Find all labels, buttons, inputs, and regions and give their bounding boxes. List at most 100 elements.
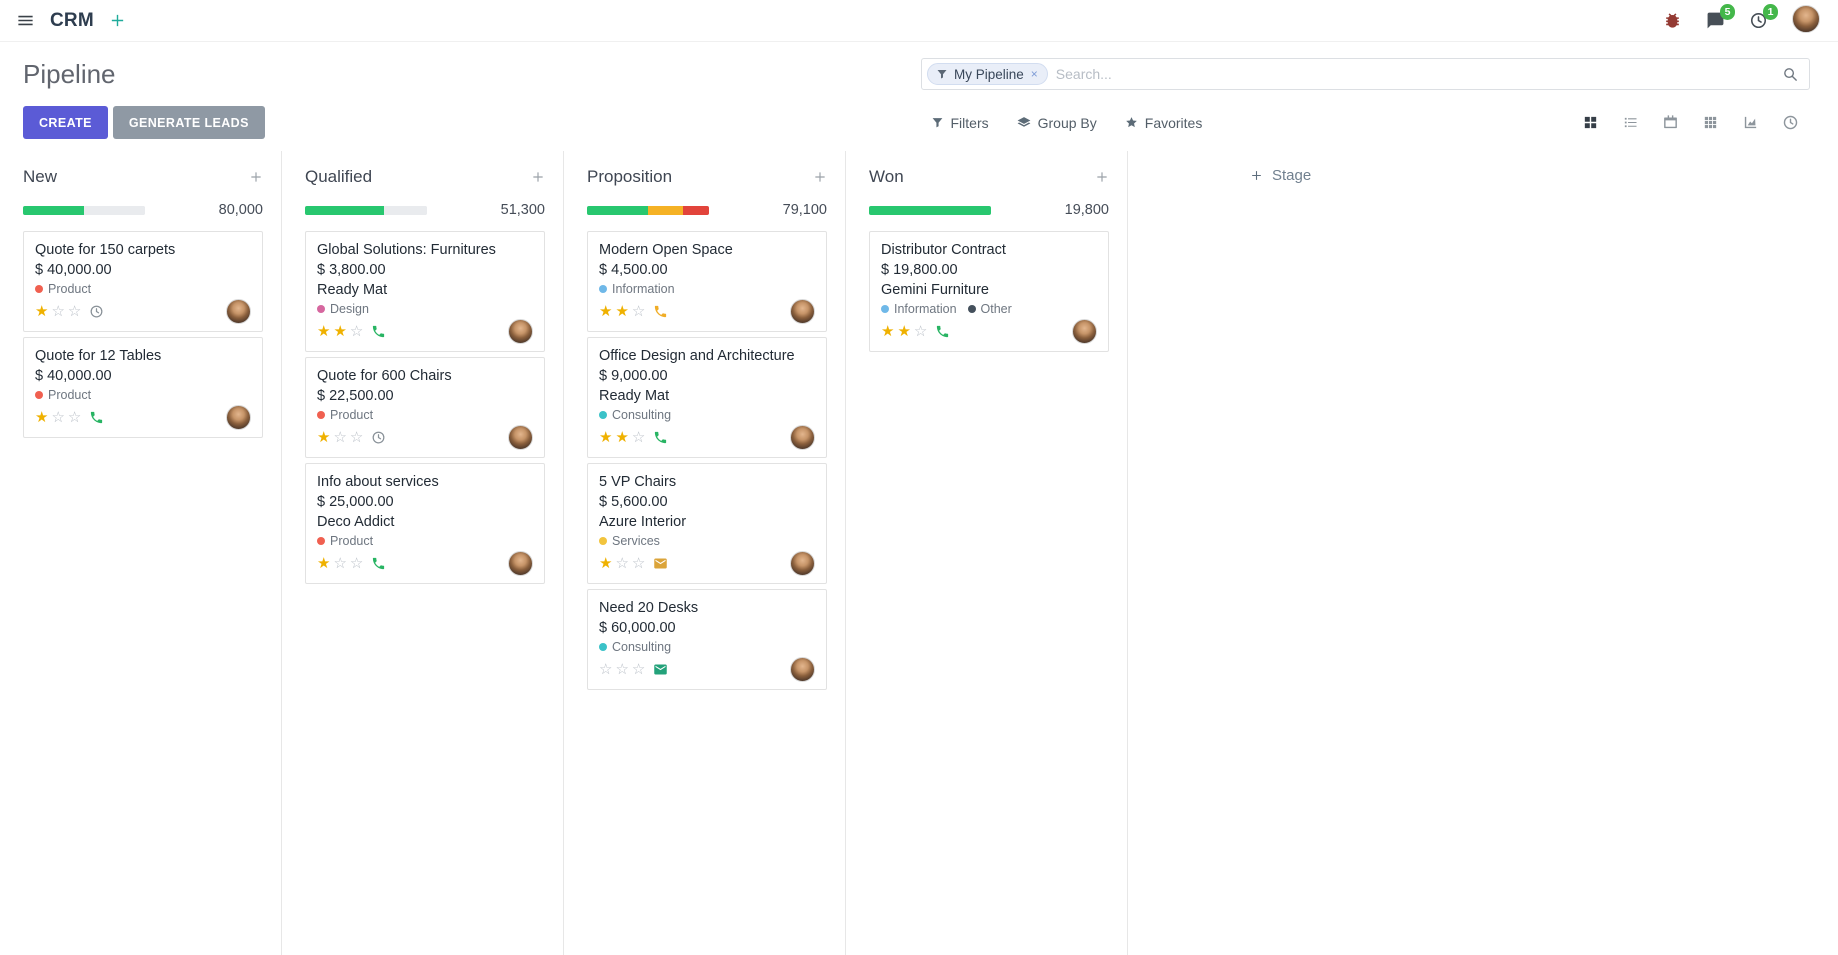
priority-star[interactable]: ★	[897, 322, 911, 340]
view-activity-button[interactable]	[1770, 108, 1810, 138]
plus-icon[interactable]	[109, 12, 126, 29]
priority-star[interactable]: ★	[35, 408, 49, 426]
priority-star[interactable]: ☆	[631, 660, 646, 678]
priority-star[interactable]: ☆	[67, 408, 82, 426]
priority-star[interactable]: ☆	[51, 408, 65, 426]
priority-star[interactable]: ☆	[631, 302, 646, 320]
activity-icon-button[interactable]	[653, 556, 668, 571]
priority-star[interactable]: ☆	[333, 554, 347, 572]
progress-segment[interactable]	[683, 205, 709, 215]
priority-star[interactable]: ☆	[631, 428, 646, 446]
priority-star[interactable]: ★	[881, 322, 895, 340]
activity-icon-button[interactable]	[653, 430, 668, 445]
progress-segment[interactable]	[648, 205, 684, 215]
search-facet[interactable]: My Pipeline ×	[927, 63, 1048, 85]
priority-star[interactable]: ☆	[599, 660, 613, 678]
salesperson-avatar[interactable]	[790, 551, 815, 576]
progress-segment[interactable]	[384, 205, 427, 215]
activity-icon-button[interactable]	[371, 430, 386, 445]
stage-progress-bar[interactable]	[305, 205, 427, 215]
priority-star[interactable]: ☆	[51, 302, 65, 320]
priority-star[interactable]: ★	[333, 322, 347, 340]
priority-star[interactable]: ★	[599, 428, 613, 446]
view-kanban-button[interactable]	[1570, 108, 1610, 138]
priority-star[interactable]: ★	[317, 322, 331, 340]
app-name[interactable]: CRM	[50, 9, 94, 31]
progress-segment[interactable]	[23, 205, 84, 215]
priority-star[interactable]: ☆	[349, 428, 364, 446]
filters-button[interactable]: Filters	[931, 115, 989, 131]
kanban-card[interactable]: Info about services $ 25,000.00 Deco Add…	[305, 463, 545, 584]
view-pivot-button[interactable]	[1690, 108, 1730, 138]
kanban-card[interactable]: Office Design and Architecture $ 9,000.0…	[587, 337, 827, 458]
view-graph-button[interactable]	[1730, 108, 1770, 138]
progress-segment[interactable]	[869, 205, 991, 215]
priority-star[interactable]: ★	[599, 302, 613, 320]
activity-icon-button[interactable]	[371, 324, 386, 339]
column-quick-create-button[interactable]	[813, 170, 827, 184]
priority-star[interactable]: ☆	[913, 322, 928, 340]
add-stage-button[interactable]: Stage	[1250, 167, 1311, 184]
view-list-button[interactable]	[1610, 108, 1650, 138]
priority-star[interactable]: ★	[615, 302, 629, 320]
kanban-card[interactable]: 5 VP Chairs $ 5,600.00 Azure Interior Se…	[587, 463, 827, 584]
salesperson-avatar[interactable]	[226, 299, 251, 324]
stage-progress-bar[interactable]	[23, 205, 145, 215]
priority-star[interactable]: ☆	[615, 660, 629, 678]
salesperson-avatar[interactable]	[226, 405, 251, 430]
bug-icon[interactable]	[1663, 11, 1682, 30]
column-quick-create-button[interactable]	[249, 170, 263, 184]
progress-segment[interactable]	[305, 205, 385, 215]
kanban-card[interactable]: Quote for 12 Tables $ 40,000.00 Product …	[23, 337, 263, 438]
progress-segment[interactable]	[84, 205, 145, 215]
facet-remove-button[interactable]: ×	[1030, 67, 1038, 81]
tag-list: Consulting	[599, 640, 815, 654]
stage-progress-bar[interactable]	[869, 205, 991, 215]
kanban-card[interactable]: Modern Open Space $ 4,500.00 Information…	[587, 231, 827, 332]
group-by-button[interactable]: Group By	[1017, 115, 1097, 131]
salesperson-avatar[interactable]	[508, 319, 533, 344]
kanban-card[interactable]: Quote for 150 carpets $ 40,000.00 Produc…	[23, 231, 263, 332]
activity-icon-button[interactable]	[653, 662, 668, 677]
kanban-card[interactable]: Need 20 Desks $ 60,000.00 Consulting ☆ ☆ ☆	[587, 589, 827, 690]
messages-icon[interactable]: 5	[1706, 4, 1735, 30]
priority-star[interactable]: ☆	[615, 554, 629, 572]
priority-star[interactable]: ☆	[349, 322, 364, 340]
apps-menu-icon[interactable]	[16, 11, 35, 30]
kanban-card[interactable]: Global Solutions: Furnitures $ 3,800.00 …	[305, 231, 545, 352]
salesperson-avatar[interactable]	[1072, 319, 1097, 344]
stage-progress-bar[interactable]	[587, 205, 709, 215]
salesperson-avatar[interactable]	[790, 657, 815, 682]
activity-icon-button[interactable]	[371, 556, 386, 571]
salesperson-avatar[interactable]	[508, 551, 533, 576]
salesperson-avatar[interactable]	[790, 425, 815, 450]
priority-star[interactable]: ★	[599, 554, 613, 572]
activity-icon-button[interactable]	[935, 324, 950, 339]
priority-star[interactable]: ☆	[333, 428, 347, 446]
progress-segment[interactable]	[587, 205, 648, 215]
search-input[interactable]	[1047, 66, 1782, 82]
search-icon[interactable]	[1782, 66, 1799, 83]
priority-star[interactable]: ☆	[349, 554, 364, 572]
priority-star[interactable]: ★	[317, 554, 331, 572]
priority-star[interactable]: ★	[615, 428, 629, 446]
user-menu-button[interactable]	[1792, 5, 1820, 36]
activity-icon-button[interactable]	[89, 304, 104, 319]
priority-star[interactable]: ★	[317, 428, 331, 446]
column-quick-create-button[interactable]	[531, 170, 545, 184]
activity-icon-button[interactable]	[653, 304, 668, 319]
column-quick-create-button[interactable]	[1095, 170, 1109, 184]
activities-clock-icon[interactable]: 1	[1749, 4, 1778, 30]
priority-star[interactable]: ☆	[67, 302, 82, 320]
kanban-card[interactable]: Distributor Contract $ 19,800.00 Gemini …	[869, 231, 1109, 352]
salesperson-avatar[interactable]	[790, 299, 815, 324]
view-calendar-button[interactable]	[1650, 108, 1690, 138]
kanban-card[interactable]: Quote for 600 Chairs $ 22,500.00 Product…	[305, 357, 545, 458]
favorites-button[interactable]: Favorites	[1125, 115, 1202, 131]
create-button[interactable]: CREATE	[23, 106, 108, 139]
priority-star[interactable]: ★	[35, 302, 49, 320]
activity-icon-button[interactable]	[89, 410, 104, 425]
salesperson-avatar[interactable]	[508, 425, 533, 450]
generate-leads-button[interactable]: GENERATE LEADS	[112, 106, 265, 139]
priority-star[interactable]: ☆	[631, 554, 646, 572]
